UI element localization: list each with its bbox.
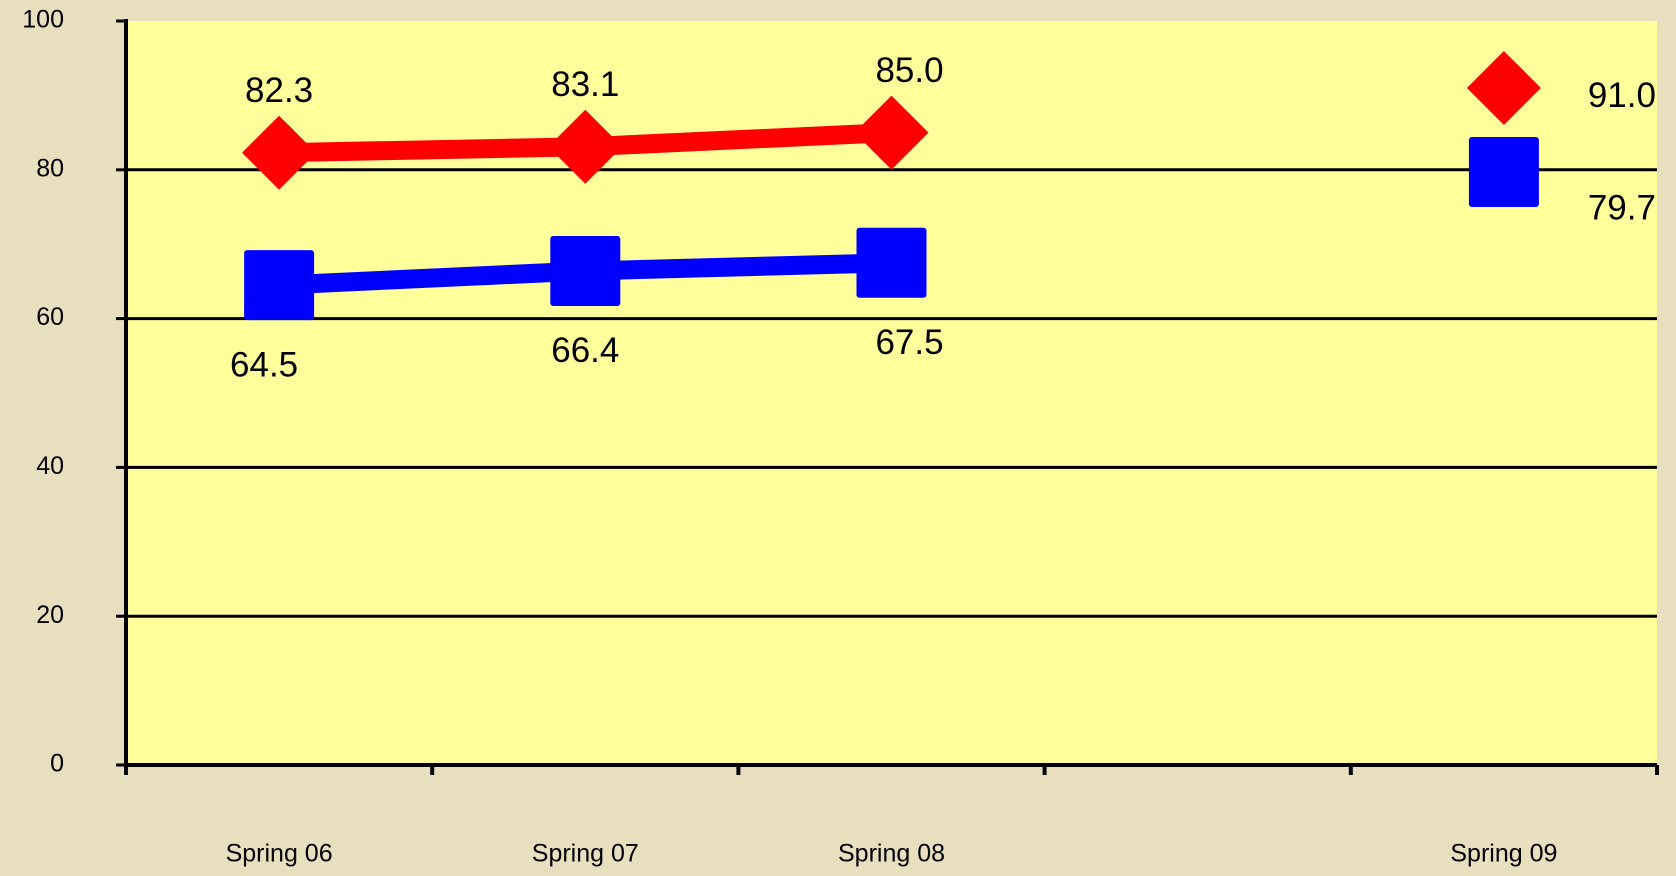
y-tick-label: 20 [36,601,64,629]
marker [550,235,621,306]
data-label: 66.4 [551,331,619,370]
marker [1468,137,1539,208]
x-tick-label: Spring 08 [838,840,945,868]
data-label: 82.3 [245,71,313,110]
x-tick-label: Spring 06 [226,840,333,868]
marker [242,115,317,190]
marker [1466,50,1541,125]
marker [244,250,315,321]
marker [548,109,623,184]
marker [854,95,929,170]
y-tick-label: 60 [36,303,64,331]
y-tick-label: 80 [36,154,64,182]
data-label: 64.5 [230,345,298,384]
y-tick-label: 100 [22,6,64,34]
data-label: 85.0 [875,51,943,90]
y-tick-label: 40 [36,452,64,480]
x-tick-label: Spring 09 [1450,840,1557,868]
marker [856,227,927,298]
x-tick-label: Spring 07 [532,840,639,868]
data-label: 79.7 [1588,188,1656,227]
y-tick-label: 0 [50,750,64,778]
data-label: 91.0 [1588,76,1656,115]
data-label: 83.1 [551,65,619,104]
data-label: 67.5 [875,323,943,362]
